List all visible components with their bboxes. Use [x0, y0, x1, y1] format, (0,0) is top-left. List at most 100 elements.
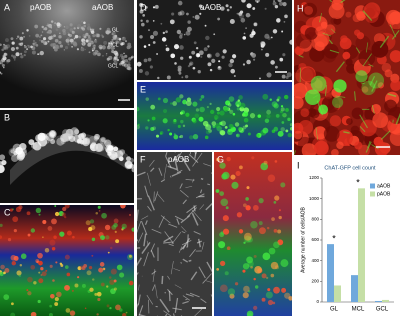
texture [172, 313, 175, 316]
texture [256, 1, 259, 3]
texture [207, 62, 212, 67]
texture [128, 57, 132, 61]
texture [19, 264, 23, 267]
texture [243, 32, 246, 35]
texture [10, 149, 15, 154]
texture [92, 44, 96, 48]
texture [129, 214, 131, 216]
texture [122, 313, 127, 316]
texture [80, 47, 85, 52]
texture [6, 61, 9, 64]
region-label: pAOB [30, 3, 51, 12]
texture [110, 268, 117, 275]
layer-label: GCL [108, 63, 119, 69]
texture [69, 28, 74, 32]
texture [238, 95, 243, 100]
texture [274, 195, 280, 201]
texture [174, 62, 177, 65]
texture [157, 193, 165, 203]
texture [9, 208, 13, 212]
texture [94, 49, 99, 54]
texture [0, 43, 2, 47]
texture [148, 29, 151, 32]
texture [94, 39, 97, 42]
texture [91, 49, 94, 52]
texture [126, 66, 131, 71]
texture [204, 135, 209, 140]
texture [24, 45, 28, 49]
texture [3, 294, 10, 300]
texture [141, 220, 148, 236]
texture [228, 96, 235, 102]
texture [89, 41, 92, 43]
texture [218, 241, 226, 249]
texture [163, 241, 173, 244]
texture [203, 47, 208, 52]
texture [145, 126, 149, 130]
texture [271, 217, 275, 221]
texture [41, 31, 44, 33]
texture [314, 140, 329, 155]
texture [358, 49, 376, 67]
texture [88, 265, 93, 270]
texture [112, 35, 117, 40]
texture [156, 53, 159, 55]
texture [333, 79, 347, 93]
texture [236, 12, 239, 15]
texture [49, 264, 53, 268]
texture [228, 103, 232, 107]
texture [242, 111, 249, 117]
texture [310, 109, 320, 119]
texture [49, 304, 53, 308]
texture [216, 106, 221, 112]
texture [50, 139, 56, 145]
texture [261, 48, 263, 51]
texture [209, 68, 213, 72]
texture [385, 9, 400, 25]
texture [109, 276, 112, 279]
texture [150, 104, 156, 110]
texture [205, 280, 212, 283]
texture [258, 221, 263, 226]
texture [77, 266, 82, 271]
texture [42, 37, 47, 41]
texture [295, 46, 304, 56]
texture [254, 285, 259, 289]
panel-label: F [140, 154, 146, 164]
texture [103, 40, 108, 45]
texture [15, 52, 20, 57]
texture [214, 123, 220, 129]
texture [252, 204, 259, 211]
texture [272, 29, 278, 34]
texture [18, 274, 22, 277]
texture [113, 218, 119, 224]
texture [180, 110, 185, 115]
texture [167, 128, 170, 132]
texture [16, 35, 20, 39]
texture [258, 198, 264, 204]
texture [93, 39, 98, 44]
texture [105, 52, 108, 55]
texture [167, 275, 171, 280]
texture [216, 111, 220, 115]
texture [140, 19, 143, 22]
texture [128, 280, 134, 286]
texture [83, 24, 87, 28]
texture [27, 233, 31, 237]
chart: I ChAT-GFP cell count Average number of … [297, 160, 394, 313]
texture [238, 229, 244, 234]
texture [137, 303, 139, 309]
texture [71, 30, 75, 34]
texture [56, 291, 62, 298]
texture [186, 207, 197, 218]
texture [354, 141, 363, 150]
texture [94, 133, 100, 140]
texture [157, 97, 161, 101]
texture [118, 40, 122, 45]
texture [379, 35, 390, 48]
texture [50, 20, 54, 23]
texture [176, 169, 183, 174]
texture [0, 264, 5, 270]
texture [143, 45, 147, 48]
texture [27, 45, 31, 49]
